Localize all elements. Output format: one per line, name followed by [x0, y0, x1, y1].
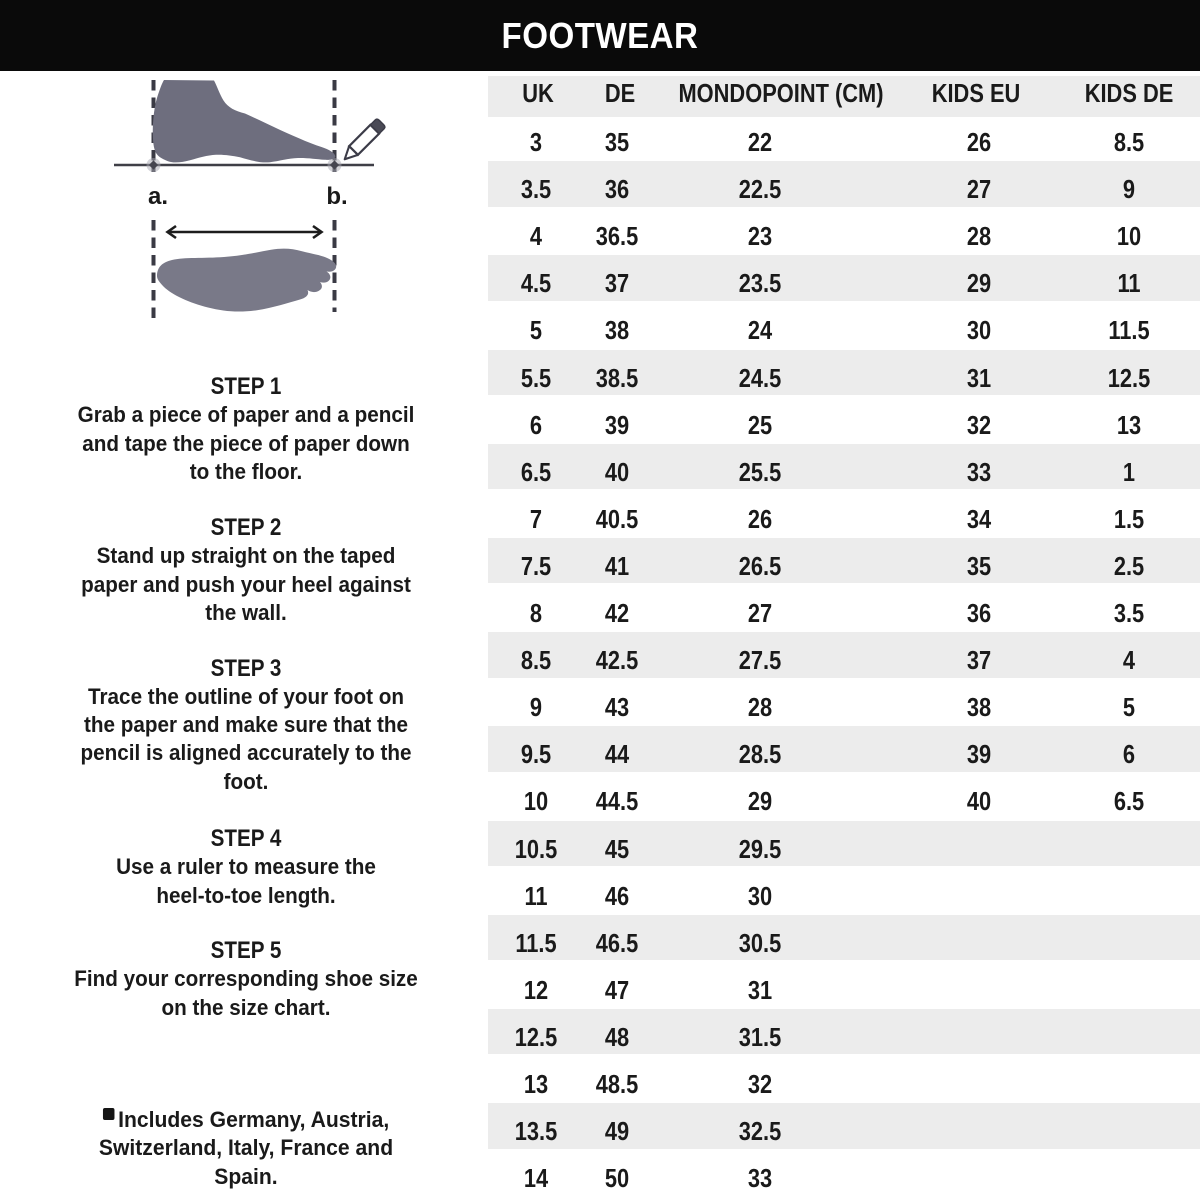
svg-text:b.: b. — [326, 183, 347, 210]
svg-text:a.: a. — [148, 183, 168, 210]
